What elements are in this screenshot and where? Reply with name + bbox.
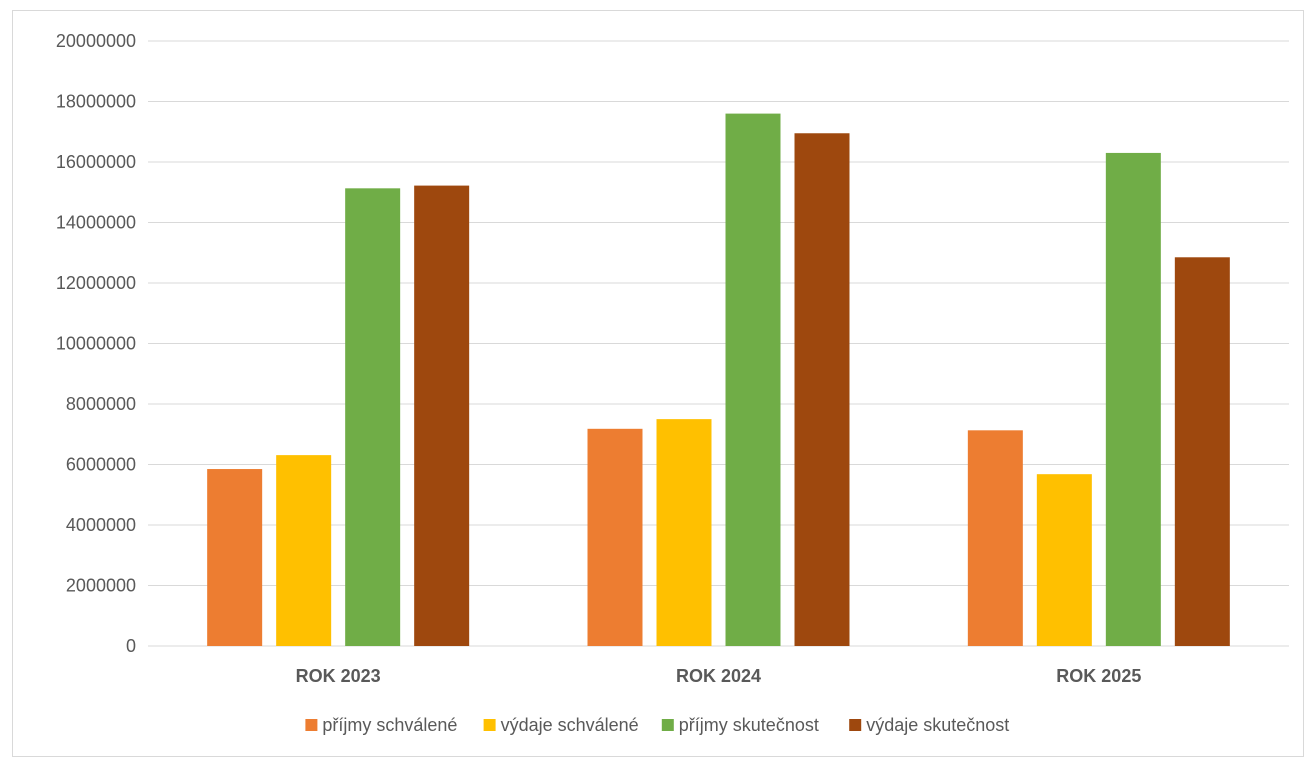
legend-label: příjmy schválené [322, 715, 457, 735]
legend: příjmy schválené výdaje schválené příjmy s… [305, 715, 1009, 735]
y-tick-label: 4000000 [66, 515, 136, 535]
legend-swatch [661, 719, 674, 731]
legend-swatch [849, 719, 862, 731]
gridlines [148, 40, 1289, 647]
y-tick-label: 2000000 [66, 576, 136, 596]
y-tick-label: 6000000 [66, 455, 136, 475]
x-axis-categories: ROK 2023 ROK 2024 ROK 2025 [296, 666, 1142, 686]
bar-výdaje-skutečnost-ROK-2023 [414, 185, 470, 646]
x-category-label: ROK 2025 [1056, 666, 1141, 686]
legend-swatch [483, 719, 496, 731]
y-tick-label: 12000000 [56, 273, 136, 293]
x-category-label: ROK 2023 [296, 666, 381, 686]
bar-výdaje-schválené-ROK-2025 [1036, 474, 1092, 646]
bar-příjmy-schválené-ROK-2023 [207, 469, 263, 646]
y-tick-label: 14000000 [56, 213, 136, 233]
x-category-label: ROK 2024 [676, 666, 761, 686]
y-axis-ticks: 0 2000000 4000000 6000000 8000000 10000000 120… [56, 31, 136, 656]
y-tick-label: 0 [126, 636, 136, 656]
legend-swatch [305, 719, 318, 731]
legend-label: výdaje schválené [501, 715, 639, 735]
bar-příjmy-schválené-ROK-2024 [587, 428, 643, 646]
y-tick-label: 8000000 [66, 394, 136, 414]
y-tick-label: 16000000 [56, 152, 136, 172]
legend-label: příjmy skutečnost [679, 715, 819, 735]
bar-výdaje-schválené-ROK-2024 [656, 419, 712, 646]
legend-label: výdaje skutečnost [866, 715, 1009, 735]
bar-příjmy-skutečnost-ROK-2024 [725, 113, 781, 647]
y-tick-label: 18000000 [56, 92, 136, 112]
bar-výdaje-skutečnost-ROK-2025 [1174, 257, 1230, 646]
bars [207, 113, 1230, 647]
bar-příjmy-skutečnost-ROK-2025 [1105, 152, 1161, 647]
bar-příjmy-schválené-ROK-2025 [967, 430, 1023, 646]
bar-příjmy-skutečnost-ROK-2023 [345, 188, 401, 646]
y-tick-label: 10000000 [56, 334, 136, 354]
bar-výdaje-skutečnost-ROK-2024 [794, 133, 850, 646]
y-tick-label: 20000000 [56, 31, 136, 51]
bar-výdaje-schválené-ROK-2023 [276, 455, 332, 646]
